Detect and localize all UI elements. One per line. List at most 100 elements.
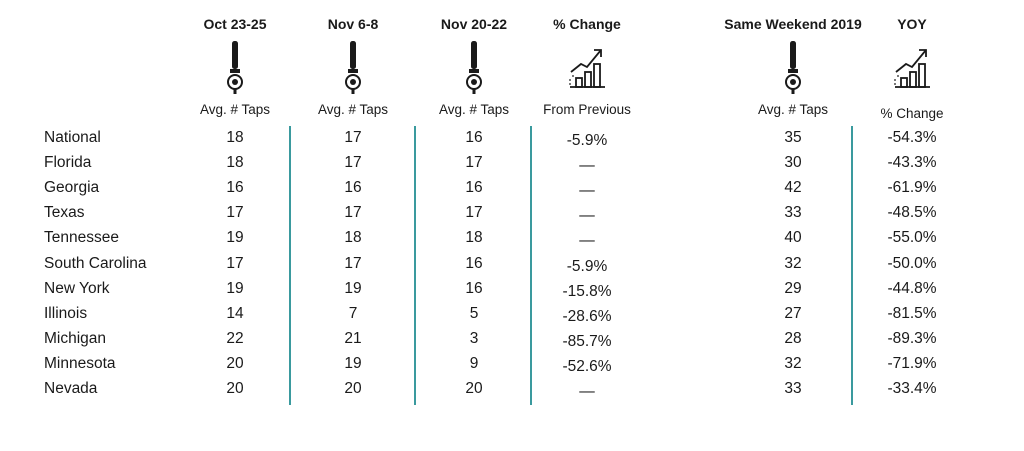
beer-tap-icon bbox=[785, 41, 801, 94]
cell-nov20: 9 bbox=[469, 354, 479, 372]
cell-nov20: 17 bbox=[465, 204, 483, 222]
row-state-label: Illinois bbox=[44, 304, 88, 322]
row-state-label: New York bbox=[44, 279, 110, 297]
column-divider bbox=[414, 126, 416, 405]
cell-change: -5.9% bbox=[566, 257, 608, 275]
cell-change: — bbox=[579, 232, 595, 250]
cell-same2019: 27 bbox=[784, 304, 802, 322]
cell-nov20: 17 bbox=[465, 154, 483, 172]
cell-nov20: 3 bbox=[469, 329, 479, 347]
cell-change: -5.9% bbox=[566, 132, 608, 149]
cell-change: -52.6% bbox=[562, 357, 612, 375]
cell-same2019: 28 bbox=[784, 329, 802, 347]
cell-yoy: -81.5% bbox=[887, 304, 937, 322]
row-state-label: Nevada bbox=[44, 380, 98, 397]
cell-oct: 19 bbox=[226, 279, 244, 297]
row-state-label: Tennessee bbox=[44, 229, 119, 247]
cell-yoy: -71.9% bbox=[887, 354, 937, 372]
table-row: Georgia 16 16 16 — 42 -61.9% bbox=[0, 176, 1024, 201]
cell-oct: 20 bbox=[226, 380, 244, 397]
cell-yoy: -50.0% bbox=[887, 254, 937, 272]
table-row: Illinois 14 7 5 -28.6% 27 -81.5% bbox=[0, 302, 1024, 327]
cell-nov6: 17 bbox=[344, 129, 362, 146]
cell-nov6: 19 bbox=[344, 279, 362, 297]
table-row: National 18 17 16 -5.9% 35 -54.3% bbox=[0, 126, 1024, 151]
table-row: South Carolina 17 17 16 -5.9% 32 -50.0% bbox=[0, 252, 1024, 277]
subheader-oct: Avg. # Taps bbox=[199, 102, 271, 117]
cell-same2019: 32 bbox=[784, 354, 802, 372]
cell-oct: 22 bbox=[226, 329, 244, 347]
cell-nov6: 21 bbox=[344, 329, 362, 347]
cell-same2019: 30 bbox=[784, 154, 802, 172]
column-divider bbox=[289, 126, 291, 405]
header-change: % Change bbox=[553, 16, 621, 32]
cell-same2019: 40 bbox=[784, 229, 802, 247]
cell-nov20: 16 bbox=[465, 129, 483, 146]
cell-nov6: 16 bbox=[344, 179, 362, 197]
cell-oct: 19 bbox=[226, 229, 244, 247]
subheader-nov6: Avg. # Taps bbox=[317, 102, 389, 117]
cell-same2019: 33 bbox=[784, 380, 802, 397]
cell-change: — bbox=[579, 383, 595, 400]
cell-same2019: 42 bbox=[784, 179, 802, 197]
table-row: Texas 17 17 17 — 33 -48.5% bbox=[0, 201, 1024, 226]
row-state-label: Minnesota bbox=[44, 354, 116, 372]
column-divider bbox=[851, 126, 853, 405]
growth-chart-icon bbox=[569, 49, 605, 88]
cell-yoy: -54.3% bbox=[887, 129, 937, 146]
cell-nov6: 18 bbox=[344, 229, 362, 247]
cell-oct: 18 bbox=[226, 154, 244, 172]
cell-yoy: -43.3% bbox=[887, 154, 937, 172]
growth-chart-icon bbox=[894, 49, 930, 88]
cell-same2019: 32 bbox=[784, 254, 802, 272]
header-nov6: Nov 6-8 bbox=[327, 16, 379, 32]
cell-change: — bbox=[579, 157, 595, 175]
cell-nov6: 19 bbox=[344, 354, 362, 372]
cell-yoy: -89.3% bbox=[887, 329, 937, 347]
header-oct: Oct 23-25 bbox=[203, 16, 267, 32]
header-nov20: Nov 20-22 bbox=[440, 16, 508, 32]
cell-same2019: 35 bbox=[784, 129, 802, 146]
cell-yoy: -33.4% bbox=[887, 380, 937, 397]
row-state-label: South Carolina bbox=[44, 254, 147, 272]
cell-change: -85.7% bbox=[562, 332, 612, 350]
cell-nov20: 20 bbox=[465, 380, 483, 397]
table-row: New York 19 19 16 -15.8% 29 -44.8% bbox=[0, 277, 1024, 302]
cell-change: — bbox=[579, 207, 595, 225]
cell-nov6: 17 bbox=[344, 154, 362, 172]
cell-change: — bbox=[579, 182, 595, 200]
cell-change: -28.6% bbox=[562, 307, 612, 325]
table-row: Michigan 22 21 3 -85.7% 28 -89.3% bbox=[0, 327, 1024, 352]
cell-nov6: 20 bbox=[344, 380, 362, 397]
cell-nov20: 16 bbox=[465, 254, 483, 272]
cell-nov20: 5 bbox=[469, 304, 479, 322]
cell-nov6: 17 bbox=[344, 204, 362, 222]
subheader-nov20: Avg. # Taps bbox=[438, 102, 510, 117]
cell-oct: 17 bbox=[226, 254, 244, 272]
cell-oct: 20 bbox=[226, 354, 244, 372]
table-row: Nevada 20 20 20 — 33 -33.4% bbox=[0, 377, 1024, 402]
table-row: Florida 18 17 17 — 30 -43.3% bbox=[0, 151, 1024, 176]
column-divider bbox=[530, 126, 532, 405]
row-state-label: Georgia bbox=[44, 179, 100, 197]
cell-oct: 17 bbox=[226, 204, 244, 222]
cell-oct: 14 bbox=[226, 304, 244, 322]
cell-oct: 16 bbox=[226, 179, 244, 197]
beer-tap-icon bbox=[345, 41, 361, 94]
cell-yoy: -61.9% bbox=[887, 179, 937, 197]
cell-yoy: -55.0% bbox=[887, 229, 937, 247]
cell-yoy: -44.8% bbox=[887, 279, 937, 297]
subheader-yoy: % Change bbox=[880, 106, 944, 121]
row-state-label: Michigan bbox=[44, 329, 107, 347]
row-state-label: National bbox=[44, 129, 101, 146]
beer-tap-icon bbox=[227, 41, 243, 94]
cell-nov6: 7 bbox=[348, 304, 358, 322]
cell-nov6: 17 bbox=[344, 254, 362, 272]
cell-nov20: 16 bbox=[465, 279, 483, 297]
subheader-change: From Previous bbox=[543, 102, 631, 117]
cell-nov20: 16 bbox=[465, 179, 483, 197]
row-state-label: Florida bbox=[44, 154, 92, 172]
cell-oct: 18 bbox=[226, 129, 244, 146]
table-row: Tennessee 19 18 18 — 40 -55.0% bbox=[0, 226, 1024, 251]
